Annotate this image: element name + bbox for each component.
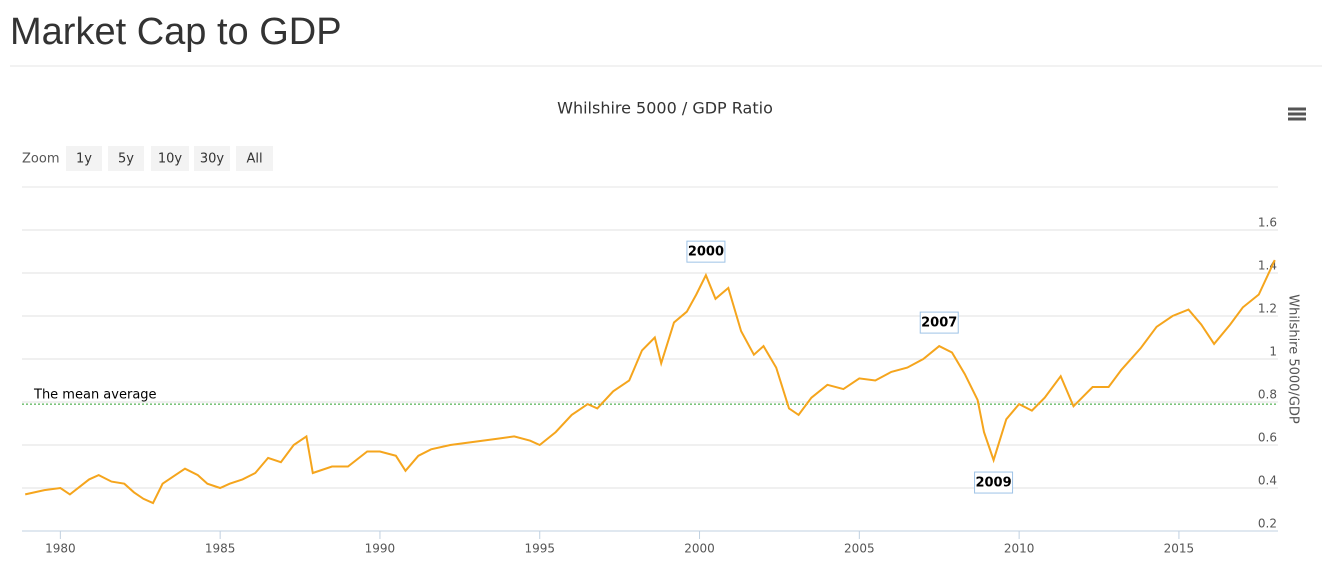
menu-icon[interactable] [1288,107,1306,121]
zoom-label: Zoom [22,152,59,167]
annotation-box [974,471,1014,494]
zoom-button[interactable]: All [236,146,273,171]
y-tick-label: 0.8 [1258,388,1277,402]
annotation-label: 2009 [975,476,1011,491]
series-line [24,259,1276,505]
zoom-button[interactable]: 10y [151,146,189,171]
zoom-button-bg [194,146,230,171]
zoom-button-bg [236,146,273,171]
zoom-button-bg [151,146,189,171]
x-tick-label: 2000 [684,542,715,556]
zoom-button-label: 10y [158,152,183,167]
x-tick-label: 2005 [844,542,875,556]
x-tick-label: 1980 [45,542,76,556]
chart-title: Whilshire 5000 / GDP Ratio [557,99,773,118]
y-tick-label: 1.6 [1258,216,1277,230]
zoom-button[interactable]: 5y [108,146,144,171]
annotation-box [686,240,726,263]
y-tick-label: 0.4 [1258,474,1277,488]
page-title: Market Cap to GDP [10,11,342,53]
zoom-button-label: 5y [118,152,134,167]
y-tick-label: 1.4 [1258,259,1277,273]
annotation-label: 2000 [688,245,724,260]
zoom-button-bg [66,146,102,171]
y-tick-label: 1.2 [1258,302,1277,316]
y-axis-label: Whilshire 5000/GDP [1286,294,1301,424]
annotation-label: 2007 [921,316,957,331]
zoom-button[interactable]: 1y [66,146,102,171]
y-tick-label: 0.6 [1258,431,1277,445]
x-tick-label: 1995 [524,542,555,556]
x-tick-label: 1990 [365,542,396,556]
zoom-button[interactable]: 30y [194,146,230,171]
annotation-box [919,311,959,334]
zoom-button-label: 30y [200,152,225,167]
y-tick-label: 0.2 [1258,517,1277,531]
mean-label: The mean average [33,388,157,403]
zoom-button-bg [108,146,144,171]
x-tick-label: 1985 [205,542,236,556]
zoom-button-label: 1y [76,152,92,167]
y-tick-label: 1 [1269,345,1277,359]
x-tick-label: 2010 [1004,542,1035,556]
x-tick-label: 2015 [1164,542,1195,556]
zoom-button-label: All [246,152,262,167]
